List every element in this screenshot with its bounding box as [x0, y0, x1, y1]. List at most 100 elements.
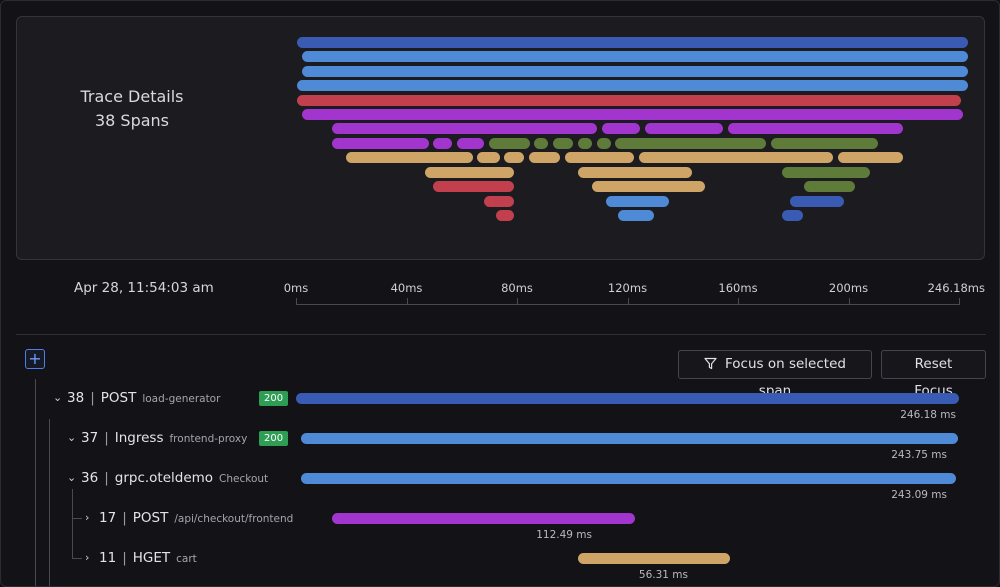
minimap-span-bar — [302, 51, 968, 62]
separator: | — [104, 470, 109, 486]
span-row-label[interactable]: ⌄ 37 | Ingress frontend-proxy — [67, 428, 247, 448]
service-name: /api/checkout/frontend — [174, 513, 294, 525]
timeline-tick — [517, 298, 518, 305]
minimap-span-bar — [477, 152, 500, 163]
minimap-span-bar — [553, 138, 573, 149]
span-id: 17 — [99, 510, 117, 526]
minimap-span-bar — [578, 167, 692, 178]
timeline-tick-label: 80ms — [501, 281, 533, 295]
span-duration: 243.75 ms — [891, 449, 947, 461]
span-name: POST — [100, 390, 137, 406]
trace-details-title: Trace Details — [80, 87, 184, 106]
minimap-span-bar — [606, 196, 669, 207]
minimap-span-bar — [771, 138, 878, 149]
minimap-span-bar — [433, 181, 514, 192]
span-name: HGET — [132, 550, 171, 566]
minimap-span-bar — [297, 80, 968, 91]
tree-guide — [49, 419, 50, 586]
trace-start-time: Apr 28, 11:54:03 am — [74, 280, 214, 296]
status-badge: 200 — [259, 391, 289, 406]
timeline-tick-label: 200ms — [828, 281, 869, 295]
span-bar[interactable] — [332, 513, 636, 524]
span-duration: 56.31 ms — [638, 569, 688, 581]
minimap-span-bar — [529, 152, 560, 163]
chevron-down-icon[interactable]: ⌄ — [67, 471, 77, 484]
timeline-tick — [296, 298, 297, 305]
span-bar[interactable] — [296, 393, 959, 404]
minimap-span-bar — [615, 138, 766, 149]
chevron-down-icon[interactable]: ⌄ — [67, 431, 77, 444]
minimap-span-bar — [728, 123, 903, 134]
timeline-tick-label: 120ms — [607, 281, 648, 295]
tree-guide — [72, 489, 73, 559]
timeline-tick-label: 0ms — [283, 281, 309, 295]
span-id: 38 — [67, 390, 85, 406]
span-row-label[interactable]: ⌄ 36 | grpc.oteldemo Checkout — [67, 468, 268, 488]
minimap-span-bar — [639, 152, 833, 163]
minimap-span-bar — [433, 138, 452, 149]
tree-guide — [72, 558, 82, 559]
separator: | — [122, 550, 127, 566]
minimap-span-bar — [565, 152, 634, 163]
minimap-span-bar — [332, 123, 597, 134]
span-duration: 243.09 ms — [891, 489, 947, 501]
span-name: POST — [132, 510, 169, 526]
span-duration: 112.49 ms — [536, 529, 592, 541]
timeline-tick — [848, 298, 850, 305]
timeline-tick — [627, 298, 629, 305]
minimap-span-bar — [302, 109, 963, 120]
minimap-title: Trace Details 38 Spans — [57, 85, 207, 133]
chevron-right-icon[interactable]: › — [85, 511, 90, 524]
span-bar[interactable] — [301, 433, 958, 444]
timeline-tick-label: 160ms — [718, 281, 758, 295]
minimap-span-bar — [457, 138, 484, 149]
filter-icon — [704, 357, 717, 369]
minimap-span-bar — [504, 152, 524, 163]
minimap-span-bar — [297, 37, 968, 48]
minimap-span-bar — [332, 138, 429, 149]
service-name: Checkout — [219, 473, 269, 485]
minimap-span-bar — [484, 196, 514, 207]
section-divider — [16, 334, 986, 335]
service-name: cart — [176, 553, 197, 565]
span-duration: 246.18 ms — [900, 409, 956, 421]
minimap-span-bar — [534, 138, 548, 149]
span-count: 38 Spans — [94, 111, 170, 130]
span-id: 36 — [81, 470, 99, 486]
reset-focus-button[interactable]: Reset Focus — [881, 350, 986, 399]
span-bar[interactable] — [578, 553, 730, 564]
minimap-span-bar — [496, 210, 514, 221]
span-row-label[interactable]: ⌄ 38 | POST load-generator — [53, 388, 220, 408]
span-bar[interactable] — [301, 473, 956, 484]
minimap-span-bar — [782, 210, 803, 221]
trace-minimap[interactable]: Trace Details 38 Spans — [16, 16, 985, 260]
span-row-label[interactable]: › 17 | POST/api/checkout/frontend — [85, 508, 293, 528]
minimap-span-bar — [618, 210, 654, 221]
span-name: grpc.oteldemo — [114, 470, 214, 486]
span-name: Ingress — [114, 430, 164, 446]
timeline-tick — [738, 298, 739, 305]
minimap-span-bar — [597, 138, 611, 149]
span-id: 11 — [99, 550, 117, 566]
minimap-span-bar — [578, 138, 592, 149]
timeline-tick — [406, 298, 408, 305]
separator: | — [122, 510, 127, 526]
minimap-span-bar — [489, 138, 530, 149]
focus-selected-span-button[interactable]: Focus on selected span — [678, 350, 872, 399]
minimap-span-bar — [302, 66, 968, 77]
minimap-span-bar — [838, 152, 903, 163]
minimap-span-bar — [592, 181, 705, 192]
service-name: frontend-proxy — [169, 433, 248, 445]
chevron-right-icon[interactable]: › — [85, 551, 90, 564]
minimap-span-bar — [346, 152, 473, 163]
separator: | — [90, 390, 95, 406]
minimap-span-bar — [804, 181, 855, 192]
expand-all-button[interactable]: + — [25, 349, 45, 369]
chevron-down-icon[interactable]: ⌄ — [53, 391, 63, 404]
span-id: 37 — [81, 430, 99, 446]
span-row-label[interactable]: › 11 | HGET cart — [85, 548, 197, 568]
service-name: load-generator — [142, 393, 221, 405]
minimap-span-bar — [297, 95, 961, 106]
minimap-span-bar — [782, 167, 870, 178]
